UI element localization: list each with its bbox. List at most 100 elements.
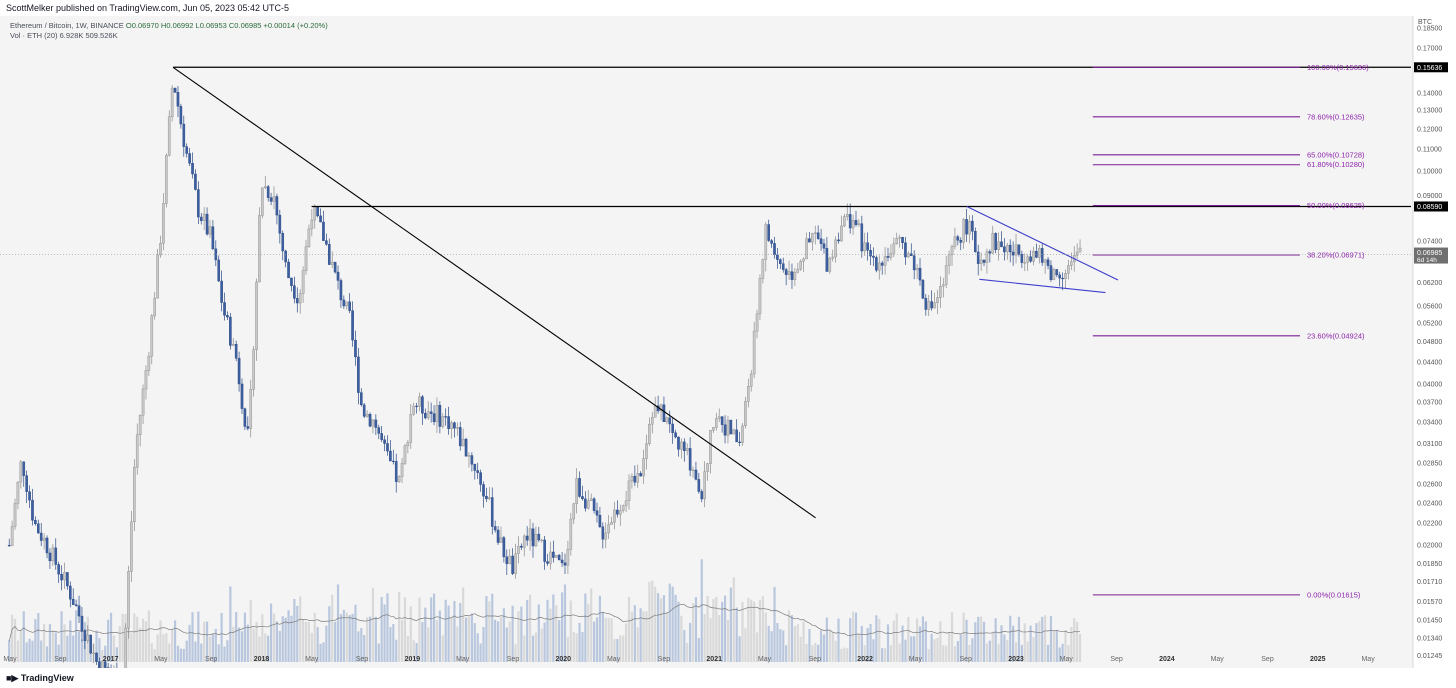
volume-bar: [1044, 615, 1047, 662]
candle-body: [1032, 251, 1035, 262]
candle-body: [371, 419, 375, 427]
candle-body: [103, 661, 107, 668]
volume-bar: [485, 596, 488, 662]
candle-body: [813, 232, 817, 234]
volume-bar: [220, 613, 223, 662]
volume-bar: [19, 630, 22, 662]
volume-bar: [363, 635, 366, 662]
volume-bar: [319, 643, 322, 662]
candle-body: [357, 356, 360, 393]
volume-bar: [689, 622, 692, 662]
candle-body: [360, 392, 363, 406]
candle-body: [811, 233, 814, 243]
volume-bar: [796, 624, 799, 662]
volume-bar: [307, 622, 311, 662]
candle-body: [726, 419, 730, 436]
volume-bar: [790, 615, 794, 662]
time-tick-label: Sep: [1261, 656, 1274, 663]
candle-body: [25, 475, 28, 492]
volume-bar: [694, 597, 698, 662]
candle-body: [793, 272, 797, 280]
volume-bar: [130, 633, 133, 662]
volume-bar: [63, 624, 66, 662]
candle-body: [19, 461, 23, 483]
candle-body: [668, 417, 672, 425]
volume-bar: [278, 630, 281, 662]
volume-bar: [607, 617, 610, 662]
price-tick-label: 0.04000: [1417, 382, 1442, 389]
volume-bar: [98, 638, 101, 662]
volume-bar: [939, 621, 942, 662]
volume-bar: [945, 645, 948, 662]
candle-body: [28, 491, 31, 501]
volume-bar: [374, 616, 377, 662]
candle-body: [758, 278, 762, 315]
candle-body: [697, 479, 701, 492]
candle-body: [243, 408, 247, 427]
volume-bar: [438, 610, 441, 662]
candle-body: [552, 551, 555, 558]
volume-bar: [677, 601, 680, 662]
volume-bar: [578, 622, 581, 662]
candle-body: [933, 302, 936, 309]
candle-body: [886, 256, 890, 258]
candle-body: [10, 526, 14, 546]
volume-bar: [144, 621, 148, 662]
time-tick-label: 2017: [103, 656, 119, 663]
candle-body: [735, 429, 738, 443]
volume-bar: [627, 596, 631, 662]
time-tick-label: 2018: [254, 656, 270, 663]
volume-bar: [476, 633, 479, 662]
volume-bar: [991, 631, 994, 662]
volume-bar: [910, 636, 913, 662]
volume-bar: [348, 615, 351, 662]
volume-bar: [729, 587, 732, 662]
candle-body: [741, 425, 744, 443]
candle-layer: [7, 85, 1082, 688]
volume-bar: [430, 597, 433, 662]
time-tick-label: May: [1361, 656, 1375, 663]
volume-bar: [243, 612, 247, 662]
volume-bar: [840, 648, 843, 662]
candle-body: [586, 500, 590, 509]
candle-body: [968, 220, 971, 235]
volume-bar: [918, 626, 922, 662]
volume-bar: [645, 611, 648, 662]
volume-bar: [1023, 623, 1026, 662]
volume-bar: [328, 606, 331, 662]
volume-bar: [659, 598, 663, 662]
candle-body: [834, 239, 837, 258]
volume-bar: [339, 614, 343, 662]
candle-body: [633, 475, 637, 483]
price-tick-label: 0.03400: [1417, 419, 1442, 426]
candle-body: [869, 250, 872, 257]
candle-body: [621, 505, 625, 511]
candle-body: [130, 521, 133, 572]
volume-bar: [1046, 644, 1050, 662]
volume-bar: [956, 641, 959, 662]
candle-body: [7, 544, 11, 547]
volume-bar: [45, 646, 49, 662]
volume-bar: [793, 626, 796, 662]
time-tick-label: 2019: [405, 656, 421, 663]
candle-body: [325, 240, 328, 245]
candle-body: [645, 443, 648, 459]
candle-body: [517, 545, 520, 554]
tradingview-logo[interactable]: ■▶ TradingView: [6, 673, 74, 684]
candle-body: [86, 634, 90, 641]
volume-bar: [171, 629, 174, 662]
candle-body: [1067, 265, 1070, 274]
volume-bar: [496, 621, 500, 662]
volume-bar: [575, 633, 578, 662]
current-price-badge: [1414, 247, 1448, 264]
candle-body: [31, 499, 34, 521]
volume-bar: [686, 642, 689, 662]
volume-bar: [1006, 640, 1009, 662]
candle-body: [365, 414, 369, 417]
trend-line: [172, 66, 816, 519]
volume-bar: [299, 596, 302, 662]
plot-area: [0, 16, 1413, 668]
volume-bar: [895, 613, 898, 662]
volume-bar: [761, 596, 764, 662]
